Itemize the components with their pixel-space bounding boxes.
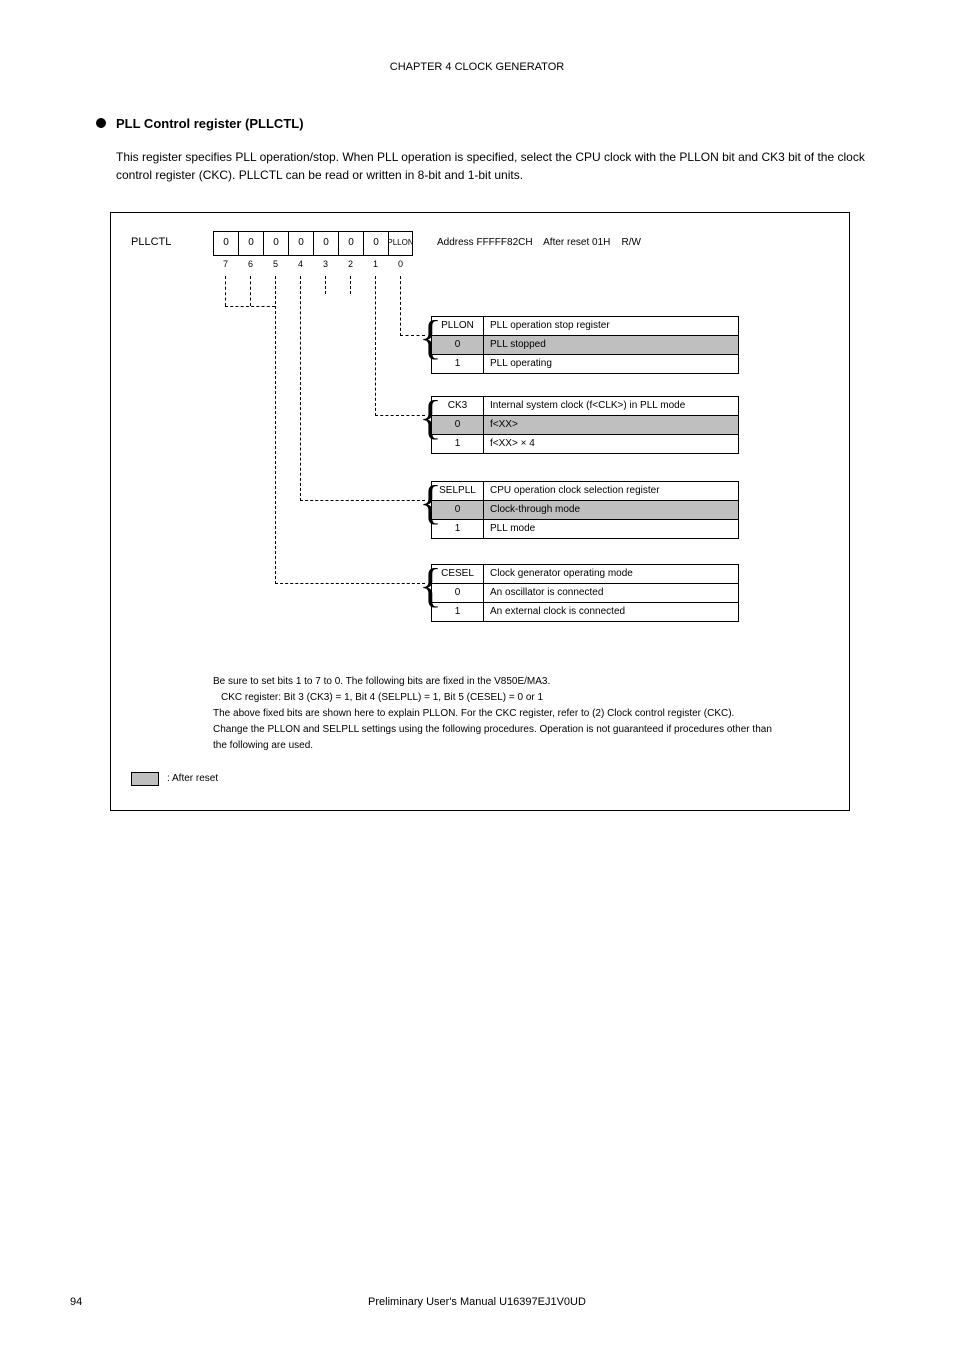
t3-r0c1: An oscillator is connected bbox=[484, 584, 739, 603]
bit-num: 7 bbox=[213, 258, 238, 271]
dashed-line bbox=[225, 276, 226, 306]
dashed-line bbox=[275, 276, 425, 584]
t3-r1c1: An external clock is connected bbox=[484, 603, 739, 622]
bit-cell: PLLON bbox=[388, 231, 413, 256]
bullet-icon bbox=[96, 118, 106, 128]
legend-text: : After reset bbox=[167, 772, 218, 786]
t0-r0c1: PLL stopped bbox=[484, 336, 739, 355]
bit-cell: 0 bbox=[338, 231, 363, 256]
bit-cell: 0 bbox=[288, 231, 313, 256]
t1-r0c0: 0 bbox=[432, 416, 484, 435]
t0-r1c1: PLL operating bbox=[484, 355, 739, 374]
dashed-line bbox=[225, 306, 275, 307]
t2-r1c1: PLL mode bbox=[484, 520, 739, 539]
note-line: The above fixed bits are shown here to e… bbox=[213, 706, 773, 722]
legend-swatch bbox=[131, 772, 159, 786]
t0-r0c0: 0 bbox=[432, 336, 484, 355]
bit-num: 1 bbox=[363, 258, 388, 271]
t0-h1: PLL operation stop register bbox=[484, 317, 739, 336]
page-number: 94 bbox=[70, 1295, 82, 1310]
t1-h0: CK3 bbox=[432, 397, 484, 416]
side-info: Address FFFFF82CH After reset 01H R/W bbox=[437, 236, 641, 250]
note-line: CKC register: Bit 3 (CK3) = 1, Bit 4 (SE… bbox=[213, 690, 773, 706]
t1-h1: Internal system clock (f<CLK>) in PLL mo… bbox=[484, 397, 739, 416]
footer: 94 Preliminary User's Manual U16397EJ1V0… bbox=[0, 1295, 954, 1310]
option-table-3: CESELClock generator operating mode 0An … bbox=[431, 564, 739, 622]
bit-cell: 0 bbox=[313, 231, 338, 256]
t1-r1c1: f<XX> × 4 bbox=[484, 435, 739, 454]
dashed-line bbox=[250, 276, 251, 306]
option-table-0: PLLONPLL operation stop register 0PLL st… bbox=[431, 316, 739, 374]
note-line: Change the PLLON and SELPLL settings usi… bbox=[213, 722, 773, 754]
t2-r0c0: 0 bbox=[432, 501, 484, 520]
address: Address FFFFF82CH bbox=[437, 237, 533, 248]
bit-row: 0 0 0 0 0 0 0 PLLON bbox=[213, 231, 413, 256]
bit-num: 0 bbox=[388, 258, 413, 271]
bit-num: 5 bbox=[263, 258, 288, 271]
figure-box: PLLCTL 0 0 0 0 0 0 0 PLLON Address FFFFF… bbox=[110, 212, 850, 812]
bit-num: 4 bbox=[288, 258, 313, 271]
register-label: PLLCTL bbox=[131, 235, 203, 250]
bit-cell: 0 bbox=[238, 231, 263, 256]
dashed-line bbox=[325, 276, 326, 294]
bit-cell: 0 bbox=[363, 231, 388, 256]
note-line: Be sure to set bits 1 to 7 to 0. The fol… bbox=[213, 674, 773, 690]
bit-numbers: 7 6 5 4 3 2 1 0 bbox=[213, 258, 829, 271]
t3-r1c0: 1 bbox=[432, 603, 484, 622]
section-paragraph: This register specifies PLL operation/st… bbox=[70, 148, 884, 184]
t2-r0c1: Clock-through mode bbox=[484, 501, 739, 520]
t2-h1: CPU operation clock selection register bbox=[484, 482, 739, 501]
t1-r0c1: f<XX> bbox=[484, 416, 739, 435]
t3-h1: Clock generator operating mode bbox=[484, 565, 739, 584]
section-title: PLL Control register (PLLCTL) bbox=[116, 115, 304, 133]
t3-h0: CESEL bbox=[432, 565, 484, 584]
legend: : After reset bbox=[131, 772, 829, 786]
bit-num: 3 bbox=[313, 258, 338, 271]
page: CHAPTER 4 CLOCK GENERATOR PLL Control re… bbox=[0, 0, 954, 1350]
after-reset: After reset 01H bbox=[543, 237, 610, 248]
section-heading: PLL Control register (PLLCTL) bbox=[70, 115, 884, 133]
register-row: PLLCTL 0 0 0 0 0 0 0 PLLON Address FFFFF… bbox=[131, 231, 829, 256]
chapter-header: CHAPTER 4 CLOCK GENERATOR bbox=[70, 60, 884, 75]
t1-r1c0: 1 bbox=[432, 435, 484, 454]
bit-cell: 0 bbox=[263, 231, 288, 256]
chapter-text: CHAPTER 4 CLOCK GENERATOR bbox=[390, 61, 564, 73]
bit-num: 2 bbox=[338, 258, 363, 271]
t0-r1c0: 1 bbox=[432, 355, 484, 374]
t2-r1c0: 1 bbox=[432, 520, 484, 539]
bit-cell: 0 bbox=[213, 231, 238, 256]
footer-center: Preliminary User's Manual U16397EJ1V0UD bbox=[368, 1296, 586, 1308]
option-table-2: SELPLLCPU operation clock selection regi… bbox=[431, 481, 739, 539]
bit-num: 6 bbox=[238, 258, 263, 271]
t2-h0: SELPLL bbox=[432, 482, 484, 501]
t3-r0c0: 0 bbox=[432, 584, 484, 603]
rw: R/W bbox=[622, 237, 641, 248]
t0-h0: PLLON bbox=[432, 317, 484, 336]
fixed-note: Be sure to set bits 1 to 7 to 0. The fol… bbox=[213, 674, 773, 754]
dashed-line bbox=[350, 276, 351, 294]
option-table-1: CK3Internal system clock (f<CLK>) in PLL… bbox=[431, 396, 739, 454]
